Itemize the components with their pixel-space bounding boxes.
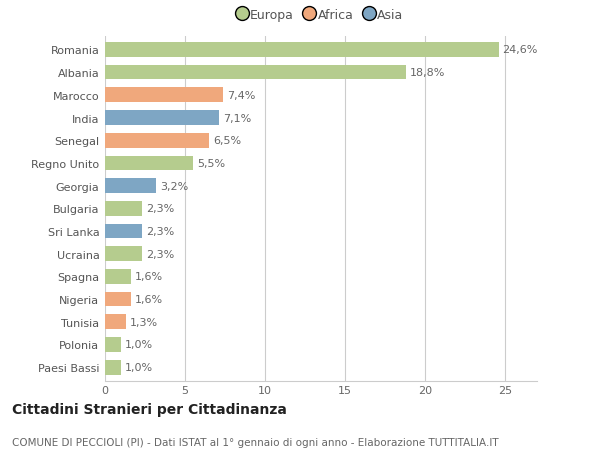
Bar — [105, 269, 131, 284]
Text: 1,0%: 1,0% — [125, 340, 153, 350]
Text: 7,1%: 7,1% — [223, 113, 251, 123]
Legend: Europa, Africa, Asia: Europa, Africa, Asia — [239, 9, 403, 22]
Bar — [105, 315, 126, 330]
Bar — [105, 111, 218, 126]
Bar — [105, 292, 131, 307]
Text: 6,5%: 6,5% — [213, 136, 241, 146]
Bar — [105, 179, 156, 194]
Bar — [105, 202, 142, 216]
Text: 1,6%: 1,6% — [134, 272, 163, 282]
Text: 5,5%: 5,5% — [197, 158, 225, 168]
Text: 24,6%: 24,6% — [503, 45, 538, 55]
Bar — [105, 43, 499, 58]
Bar — [105, 156, 193, 171]
Text: 3,2%: 3,2% — [160, 181, 188, 191]
Text: 2,3%: 2,3% — [146, 226, 174, 236]
Bar — [105, 360, 121, 375]
Bar — [105, 66, 406, 80]
Text: 7,4%: 7,4% — [227, 90, 256, 101]
Bar — [105, 247, 142, 262]
Text: 1,6%: 1,6% — [134, 294, 163, 304]
Text: 2,3%: 2,3% — [146, 204, 174, 214]
Bar — [105, 134, 209, 148]
Bar — [105, 337, 121, 352]
Text: Cittadini Stranieri per Cittadinanza: Cittadini Stranieri per Cittadinanza — [12, 402, 287, 416]
Bar — [105, 88, 223, 103]
Text: 1,0%: 1,0% — [125, 363, 153, 372]
Text: 18,8%: 18,8% — [410, 68, 445, 78]
Text: 2,3%: 2,3% — [146, 249, 174, 259]
Text: COMUNE DI PECCIOLI (PI) - Dati ISTAT al 1° gennaio di ogni anno - Elaborazione T: COMUNE DI PECCIOLI (PI) - Dati ISTAT al … — [12, 437, 499, 447]
Bar — [105, 224, 142, 239]
Text: 1,3%: 1,3% — [130, 317, 158, 327]
